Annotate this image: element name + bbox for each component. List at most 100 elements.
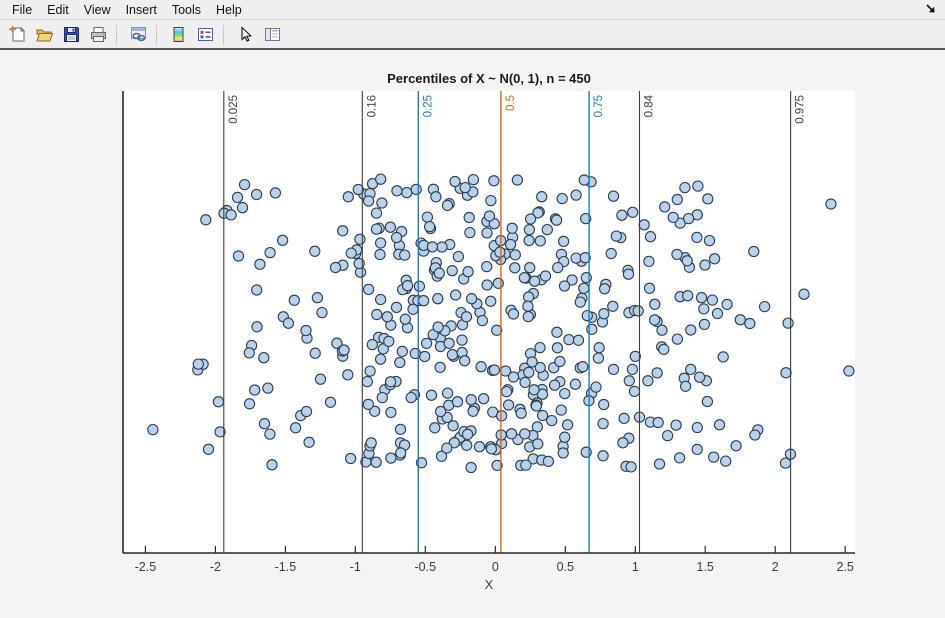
legend-icon[interactable] — [193, 23, 217, 47]
scatter-point — [362, 398, 374, 411]
scatter-point — [506, 222, 518, 234]
open-icon[interactable] — [32, 23, 56, 47]
menu-view[interactable]: View — [83, 2, 111, 17]
scatter-point — [518, 272, 531, 284]
menu-edit[interactable]: Edit — [47, 2, 69, 17]
menu-file[interactable]: File — [12, 2, 33, 17]
scatter-point — [711, 307, 724, 320]
scatter-point — [264, 246, 276, 259]
scatter-point — [758, 300, 771, 313]
scatter-point — [579, 252, 591, 264]
scatter-point — [475, 361, 487, 373]
scatter-point — [522, 291, 535, 303]
scatter-point — [541, 223, 553, 236]
scatter-point — [488, 364, 501, 376]
scatter-point — [374, 237, 387, 249]
scatter-point — [345, 247, 357, 259]
scatter-point — [522, 310, 534, 323]
scatter-point — [420, 337, 433, 350]
scatter-point — [251, 284, 263, 296]
scatter-point — [642, 375, 654, 387]
dock-figure-arrow-icon[interactable] — [923, 1, 939, 17]
scatter-point — [370, 223, 383, 235]
scatter-point — [316, 306, 328, 319]
scatter-point — [586, 323, 598, 335]
scatter-point — [342, 191, 354, 203]
scatter-point — [708, 451, 720, 463]
scatter-point — [693, 371, 706, 383]
scatter-point — [436, 241, 448, 253]
scatter-point — [449, 175, 461, 188]
scatter-point — [782, 317, 794, 329]
scatter-point — [362, 283, 375, 296]
scatter-point — [644, 231, 657, 243]
percentile-label-0.5: 0.5 — [505, 95, 517, 111]
scatter-point — [679, 181, 691, 194]
scatter-point — [651, 367, 663, 379]
menu-tools[interactable]: Tools — [171, 2, 202, 17]
scatter-point — [384, 376, 397, 388]
scatter-point — [744, 317, 756, 330]
scatter-point — [523, 224, 536, 236]
scatter-point — [446, 265, 458, 277]
scatter-point — [519, 376, 531, 389]
scatter-point — [546, 414, 558, 427]
percentile-label-0.16: 0.16 — [366, 95, 378, 117]
scatter-point — [391, 185, 403, 197]
figure-canvas[interactable]: 0.025 0.16 0.25 0.5 0.75 0.84 0.975 -2.5 -2 -1.5 -… — [0, 50, 945, 618]
x-tick-label: 2.5 — [837, 560, 854, 574]
scatter-point — [477, 393, 490, 405]
link-icon[interactable] — [126, 23, 150, 47]
scatter-point — [695, 292, 708, 304]
scatter-point — [396, 345, 408, 358]
pointer-icon[interactable] — [233, 23, 257, 47]
scatter-point — [262, 382, 274, 394]
scatter-point — [548, 379, 561, 391]
menu-help[interactable]: Help — [216, 2, 242, 17]
scatter-point — [505, 428, 518, 440]
scatter-point — [407, 303, 419, 315]
scatter-point — [258, 352, 270, 364]
scatter-point — [590, 381, 602, 393]
scatter-point — [671, 193, 683, 206]
scatter-point — [681, 255, 693, 267]
scatter-point — [249, 384, 261, 396]
axes-plot-area[interactable]: 0.025 0.16 0.25 0.5 0.75 0.84 0.975 -2.5 -2 -1.5 -… — [0, 50, 945, 618]
scatter-point — [243, 398, 256, 410]
scatter-point — [632, 305, 644, 317]
scatter-point — [419, 350, 431, 363]
scatter-point — [504, 238, 517, 251]
scatter-point — [460, 311, 473, 323]
scatter-point — [459, 355, 471, 367]
scatter-point — [500, 385, 513, 398]
scatter-point — [491, 459, 503, 472]
scatter-point — [720, 455, 732, 467]
colormap-icon[interactable] — [166, 23, 190, 47]
print-icon[interactable] — [86, 23, 110, 47]
scatter-point — [698, 303, 710, 315]
scatter-point — [390, 231, 403, 244]
scatter-point — [303, 436, 315, 448]
scatter-point — [461, 428, 474, 441]
save-icon[interactable] — [59, 23, 83, 47]
scatter-point — [495, 410, 508, 422]
scatter-point — [798, 288, 810, 300]
new-figure-icon[interactable] — [5, 23, 29, 47]
scatter-point — [671, 333, 684, 345]
scatter-point — [425, 389, 438, 401]
scatter-point — [485, 443, 498, 455]
scatter-point — [426, 241, 439, 253]
scatter-point — [607, 190, 620, 202]
scatter-point — [331, 337, 343, 349]
scatter-point — [623, 375, 635, 387]
scatter-point — [433, 267, 445, 279]
scatter-point — [354, 233, 366, 245]
scatter-point — [692, 180, 704, 192]
scatter-point — [531, 421, 544, 433]
scatter-point — [385, 406, 397, 419]
property-inspector-icon[interactable] — [260, 23, 284, 47]
scatter-point — [511, 174, 524, 186]
menu-insert[interactable]: Insert — [125, 2, 157, 17]
scatter-point — [370, 207, 383, 219]
